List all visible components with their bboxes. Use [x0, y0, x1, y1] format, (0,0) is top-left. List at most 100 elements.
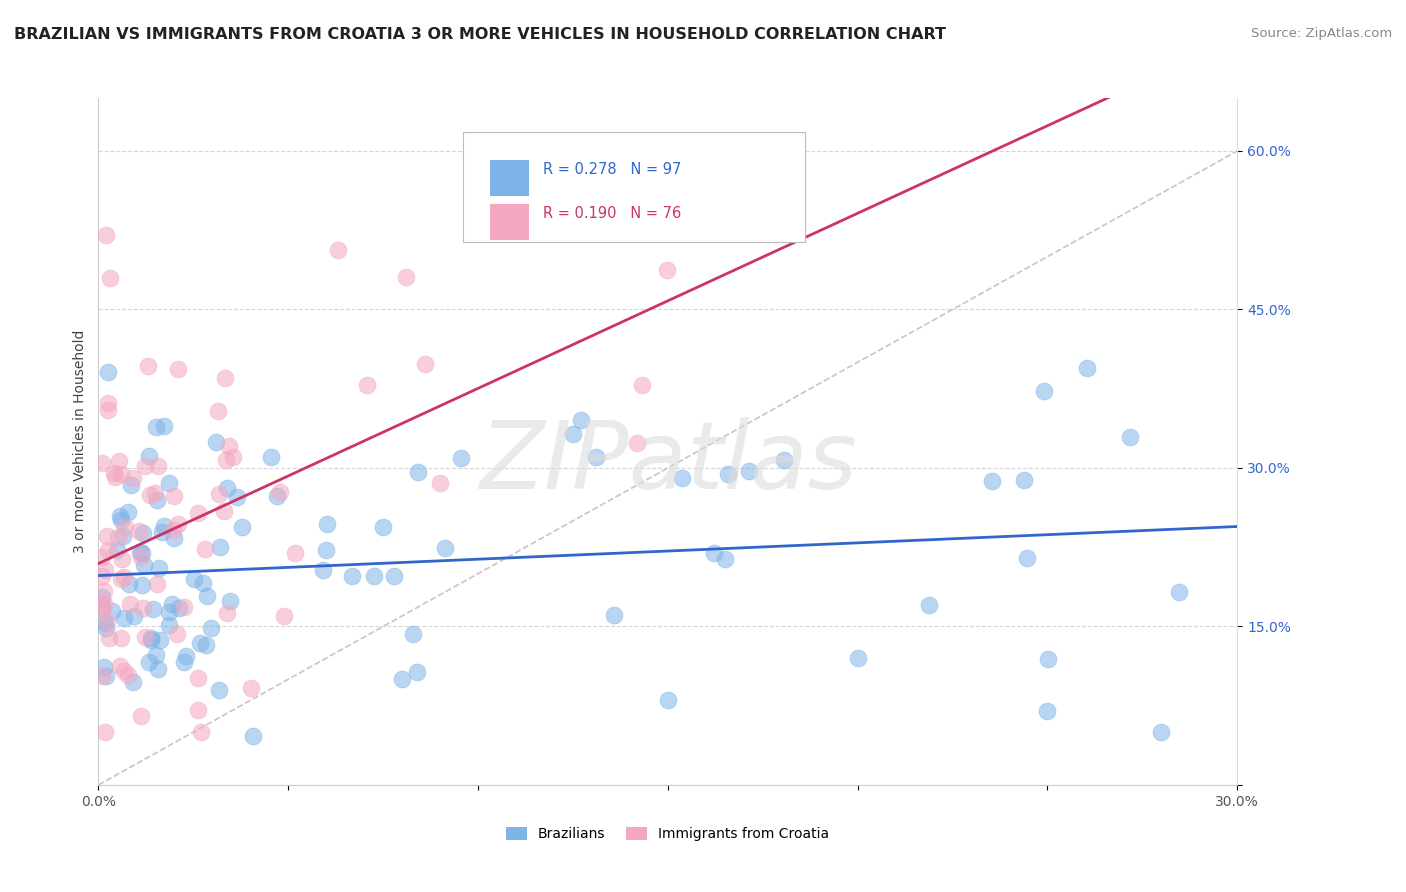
Point [132, 600, 155, 615]
Point [96, 529, 118, 543]
Point [657, 263, 679, 277]
Point [266, 489, 288, 503]
Point [112, 664, 135, 678]
Point [413, 357, 436, 371]
Point [128, 524, 150, 538]
Point [122, 471, 145, 485]
Point [129, 549, 152, 564]
Point [110, 632, 132, 646]
Point [1119, 430, 1142, 444]
Point [160, 598, 183, 612]
Point [94, 615, 117, 630]
Point [603, 607, 626, 622]
Point [131, 578, 153, 592]
Point [208, 683, 231, 698]
Point [193, 576, 215, 591]
Point [183, 573, 205, 587]
Point [122, 608, 145, 623]
Point [117, 505, 139, 519]
Point [671, 471, 693, 485]
Point [153, 518, 176, 533]
Point [190, 725, 212, 739]
Point [91, 668, 114, 682]
Point [138, 655, 160, 669]
Point [226, 490, 249, 504]
Point [209, 541, 232, 555]
Point [200, 621, 222, 635]
Point [104, 469, 127, 483]
Point [918, 598, 941, 612]
Point [149, 633, 172, 648]
Point [94, 563, 117, 577]
Point [131, 526, 153, 541]
Point [188, 636, 211, 650]
Point [103, 467, 125, 481]
Point [148, 560, 170, 574]
Point [128, 545, 150, 559]
FancyBboxPatch shape [463, 132, 804, 243]
Point [97, 365, 120, 379]
Point [1012, 474, 1035, 488]
Point [101, 604, 124, 618]
Point [94, 725, 117, 739]
Point [166, 627, 188, 641]
Point [391, 673, 413, 687]
Point [112, 611, 135, 625]
Point [846, 651, 869, 665]
Point [134, 630, 156, 644]
Point [162, 489, 184, 503]
Point [91, 597, 114, 611]
Legend: Brazilians, Immigrants from Croatia: Brazilians, Immigrants from Croatia [501, 822, 835, 847]
Point [141, 632, 163, 647]
Point [108, 508, 131, 523]
Point [167, 516, 190, 531]
Point [107, 454, 129, 468]
FancyBboxPatch shape [491, 204, 529, 240]
Point [167, 362, 190, 376]
Point [315, 517, 337, 532]
Point [342, 569, 364, 583]
Point [657, 693, 679, 707]
Point [146, 458, 169, 473]
Point [131, 709, 153, 723]
Point [111, 552, 134, 566]
Point [93, 584, 115, 599]
Point [214, 371, 236, 385]
Point [981, 474, 1004, 488]
Text: R = 0.278   N = 97: R = 0.278 N = 97 [543, 162, 681, 177]
Point [145, 648, 167, 663]
Point [145, 492, 167, 507]
Point [401, 627, 423, 641]
Point [1033, 384, 1056, 398]
Point [382, 568, 405, 582]
Point [1015, 550, 1038, 565]
Point [93, 597, 115, 611]
Point [97, 402, 120, 417]
Point [97, 543, 120, 558]
Point [1036, 652, 1059, 666]
Point [138, 449, 160, 463]
Point [122, 675, 145, 690]
Point [167, 601, 190, 615]
Point [153, 418, 176, 433]
Point [315, 542, 337, 557]
Text: Source: ZipAtlas.com: Source: ZipAtlas.com [1251, 27, 1392, 40]
Point [738, 464, 761, 478]
Point [97, 632, 120, 646]
Point [94, 621, 117, 635]
Point [273, 609, 295, 624]
Point [626, 435, 648, 450]
Point [429, 475, 451, 490]
Point [112, 529, 135, 543]
Point [157, 476, 180, 491]
Point [136, 359, 159, 374]
Point [406, 465, 429, 479]
Point [312, 563, 335, 577]
Point [215, 452, 238, 467]
Point [148, 662, 170, 676]
Point [173, 600, 195, 615]
Point [162, 523, 184, 537]
Point [143, 486, 166, 500]
Point [174, 648, 197, 663]
Point [239, 681, 262, 695]
